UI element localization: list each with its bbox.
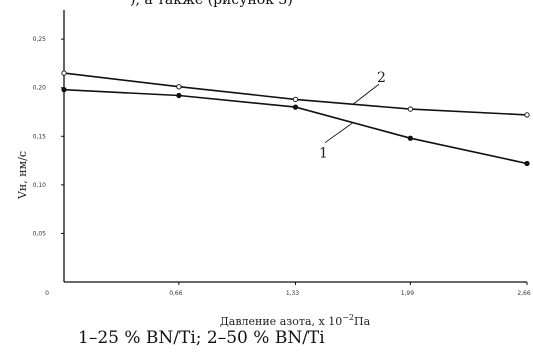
- figure-caption: 1–25 % BN/Ti; 2–50 % BN/Ti: [78, 328, 325, 348]
- series-2-point: [292, 96, 299, 103]
- x-axis-title-exponent: −2: [342, 313, 354, 322]
- series-1-point: [407, 135, 414, 141]
- series-1-point: [176, 92, 182, 99]
- y-tick-label: 0,20: [33, 85, 47, 92]
- series-2-point: [176, 84, 182, 90]
- x-tick-label: 1,33: [286, 290, 300, 297]
- series-1-leader: [324, 122, 354, 144]
- axes-layer: [63, 10, 527, 283]
- header-text-fragment: ), а также (рисунок 3): [130, 0, 293, 8]
- series-1-label: 1: [319, 146, 328, 162]
- series-1-point: [292, 104, 299, 110]
- tick-labels: 0,05 0,10 0,15 0,20 0,25 0,66 1,33 1,99 2,66 0: [33, 36, 531, 297]
- y-tick-label: 0,15: [33, 133, 47, 140]
- x-tick-label: 1,99: [401, 290, 415, 297]
- line-chart: 0,050,100,150,200,250,66 1,33 1,99 2,660 12…: [16, 10, 531, 328]
- series-1-point: [524, 160, 530, 167]
- series-2-point: [407, 106, 414, 112]
- y-tick-label: 0,10: [33, 182, 47, 189]
- y-tick-label: 0,25: [33, 36, 47, 43]
- series-2-leader: [352, 83, 380, 105]
- series-layer: [61, 70, 530, 167]
- series-1-point: [61, 87, 67, 93]
- origin-tick-label: 0: [45, 290, 49, 297]
- series-2-point: [61, 70, 67, 76]
- x-axis-title: Давление азота, x 10−2Па: [220, 313, 371, 328]
- x-tick-label: 0,66: [169, 290, 183, 297]
- x-tick-label: 2,66: [517, 290, 531, 297]
- series-2-point: [524, 112, 530, 118]
- series-2-label: 2: [377, 70, 386, 86]
- x-axis-title-unit: Па: [354, 315, 371, 328]
- y-axis-title: Vн, нм/с: [16, 151, 29, 200]
- y-tick-label: 0,05: [33, 230, 47, 237]
- series-labels: 12: [319, 70, 386, 161]
- x-axis-title-main: Давление азота, x 10: [220, 315, 342, 328]
